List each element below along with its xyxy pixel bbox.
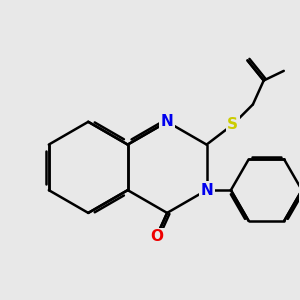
Text: N: N [161, 114, 173, 129]
Text: N: N [200, 183, 213, 198]
Text: S: S [227, 117, 238, 132]
Text: O: O [150, 230, 163, 244]
